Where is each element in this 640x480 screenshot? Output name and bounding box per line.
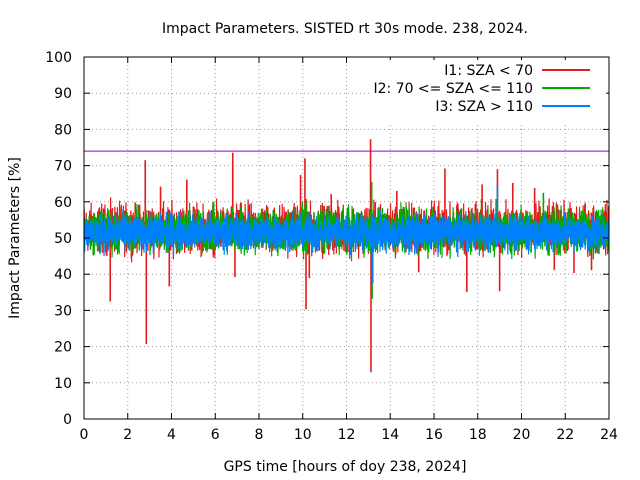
x-axis-label: GPS time [hours of doy 238, 2024]: [224, 459, 467, 475]
x-tick-label: 18: [469, 427, 487, 443]
x-tick-label: 24: [600, 427, 618, 443]
y-tick-label: 70: [54, 159, 72, 175]
y-tick-label: 50: [54, 231, 72, 247]
x-tick-label: 22: [556, 427, 574, 443]
y-tick-label: 10: [54, 376, 72, 392]
x-tick-label: 0: [80, 427, 89, 443]
chart-title: Impact Parameters. SISTED rt 30s mode. 2…: [162, 21, 528, 37]
y-tick-label: 80: [54, 122, 72, 138]
x-tick-label: 2: [123, 427, 132, 443]
legend-label-1: I1: SZA < 70: [444, 63, 533, 79]
x-tick-label: 16: [425, 427, 443, 443]
y-tick-label: 40: [54, 267, 72, 283]
x-tick-label: 20: [513, 427, 531, 443]
x-tick-label: 14: [381, 427, 399, 443]
x-tick-label: 4: [167, 427, 176, 443]
series-line-3: [83, 209, 610, 258]
x-tick-label: 8: [255, 427, 264, 443]
y-tick-label: 100: [45, 50, 72, 66]
y-tick-label: 0: [63, 412, 72, 428]
x-tick-label: 10: [294, 427, 312, 443]
ticks: 0 2 4 6 8 10 12 14 16 18 20 22 240102030405060708090…: [45, 50, 618, 443]
x-tick-label: 12: [338, 427, 356, 443]
y-tick-label: 90: [54, 86, 72, 102]
series-layer: [83, 139, 610, 373]
y-tick-label: 30: [54, 303, 72, 319]
x-tick-label: 6: [211, 427, 220, 443]
legend-label-3: I3: SZA > 110: [435, 99, 533, 115]
legend-label-2: I2: 70 <= SZA <= 110: [373, 81, 533, 97]
y-tick-label: 20: [54, 340, 72, 356]
legend: I1: SZA < 70 I2: 70 <= SZA <= 110 I3: SZA …: [372, 60, 606, 122]
y-axis-label: Impact Parameters [%]: [7, 157, 23, 319]
y-tick-label: 60: [54, 195, 72, 211]
